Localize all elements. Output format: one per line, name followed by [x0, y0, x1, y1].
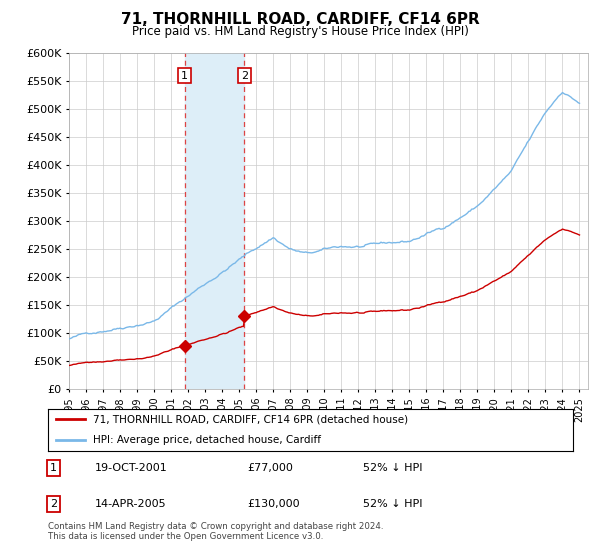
Text: 1: 1	[50, 463, 57, 473]
Text: £130,000: £130,000	[248, 499, 300, 509]
Text: 52% ↓ HPI: 52% ↓ HPI	[363, 499, 422, 509]
Text: 1: 1	[181, 71, 188, 81]
Text: 19-OCT-2001: 19-OCT-2001	[95, 463, 168, 473]
Text: 14-APR-2005: 14-APR-2005	[95, 499, 167, 509]
Text: 2: 2	[50, 499, 57, 509]
Text: 2: 2	[241, 71, 248, 81]
Bar	[185, 53, 244, 389]
Text: 52% ↓ HPI: 52% ↓ HPI	[363, 463, 422, 473]
Text: 71, THORNHILL ROAD, CARDIFF, CF14 6PR (detached house): 71, THORNHILL ROAD, CARDIFF, CF14 6PR (d…	[92, 414, 408, 424]
Text: Contains HM Land Registry data © Crown copyright and database right 2024.
This d: Contains HM Land Registry data © Crown c…	[48, 522, 383, 542]
Text: 71, THORNHILL ROAD, CARDIFF, CF14 6PR: 71, THORNHILL ROAD, CARDIFF, CF14 6PR	[121, 12, 479, 27]
Text: HPI: Average price, detached house, Cardiff: HPI: Average price, detached house, Card…	[92, 435, 320, 445]
Text: £77,000: £77,000	[248, 463, 293, 473]
Text: Price paid vs. HM Land Registry's House Price Index (HPI): Price paid vs. HM Land Registry's House …	[131, 25, 469, 38]
